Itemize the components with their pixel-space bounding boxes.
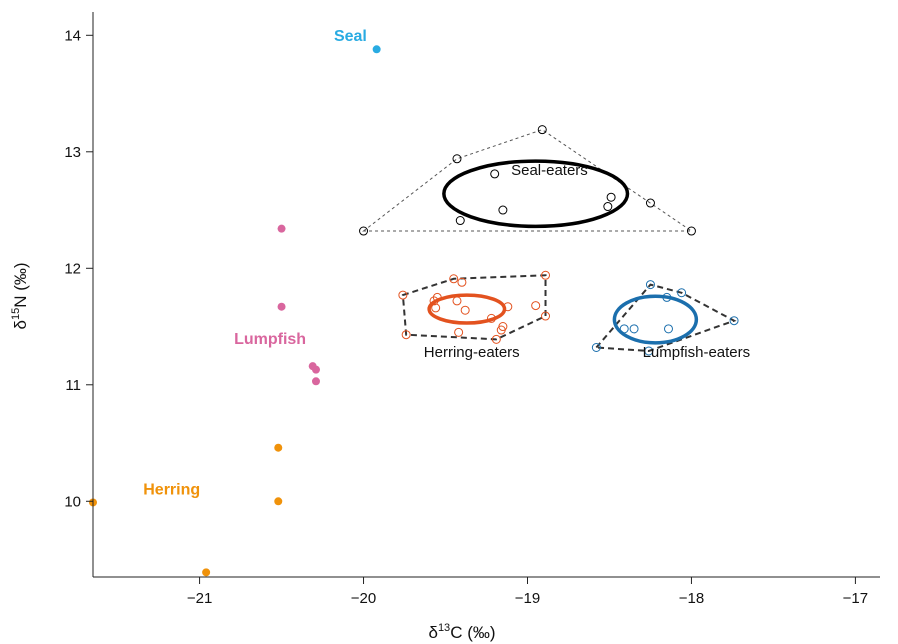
herring-eaterspoint (401, 330, 411, 340)
seal-eaterspoint (490, 169, 500, 179)
seal-eaterslabel: Seal-eaters (511, 162, 588, 179)
herring-point (202, 568, 211, 577)
herring-point (274, 443, 283, 452)
herring-eaterspoint (398, 290, 408, 300)
labels: Seal-eaters Herring-eaters Lumpfish-eaters… (143, 28, 750, 498)
y-axis-label-main: N (‰) (11, 262, 30, 307)
seal-eaterspoint (452, 154, 462, 164)
y-tick-label: 14 (64, 27, 81, 44)
seal-eaterspoint (455, 216, 465, 226)
y-axis-label-superscript: 15 (10, 308, 22, 320)
lumpfish-point (277, 224, 286, 233)
herring-point (274, 497, 283, 506)
y-tick-label: 11 (65, 377, 81, 394)
lumpfish-eaterspoint (644, 346, 654, 356)
herring-eaterspoint (498, 322, 508, 332)
lumpfish-eaterspoint (645, 280, 655, 290)
seal-eaterspoint (359, 226, 369, 236)
x-tick-label: −20 (351, 590, 376, 607)
herring-eaterslabel: Herring-eaters (424, 344, 520, 361)
lumpfish-eaterspoint (619, 324, 629, 334)
seal-eatersellipse (442, 159, 630, 229)
x-tick-label: −19 (515, 590, 540, 607)
herring-eaterspoint (452, 296, 462, 306)
lumpfish-eatershull (594, 283, 737, 353)
x-axis-label-prefix: δ (428, 623, 437, 642)
herring-eaterspoint (531, 301, 541, 311)
lumpfish-eatersellipse (612, 294, 699, 345)
convex-hulls (362, 129, 737, 353)
herring-eaterspoint (432, 292, 442, 302)
seal-eatershull (362, 129, 694, 232)
x-tick-label: −17 (843, 590, 868, 607)
seal-eaterspoint (606, 192, 616, 202)
y-axis-label-prefix: δ (11, 320, 30, 329)
y-tick-label: 10 (64, 493, 81, 510)
lumpfish-eaterspoint (663, 324, 673, 334)
ellipses (427, 159, 699, 345)
herring-eaterspoint (460, 305, 470, 315)
lumpfish-eaterspoint (591, 343, 601, 353)
x-tick-label: −21 (187, 590, 212, 607)
lumpfish-eaterspoint (629, 324, 639, 334)
x-axis-label-main: C (‰) (450, 623, 495, 642)
lumpfish-label: Lumpfish (234, 331, 306, 348)
seal-point (372, 45, 381, 54)
axes: −21 −20 −19 −18 −17 10 11 12 13 14 (64, 12, 880, 607)
lumpfish-point (311, 377, 320, 386)
herring-eaterspoint (486, 313, 496, 323)
herring-eaterspoint (541, 270, 551, 280)
herring-label: Herring (143, 481, 200, 498)
lumpfish-eaterspoint (677, 288, 687, 298)
herring-eaterspoint (491, 334, 501, 344)
herring-eaterspoint (449, 274, 459, 284)
x-tick-label: −18 (679, 590, 704, 607)
lumpfish-eaterslabel: Lumpfish-eaters (643, 344, 751, 361)
herring-eaterspoint (503, 302, 513, 312)
lumpfish-eaterspoint (662, 292, 672, 302)
herring-eaterspoint (457, 277, 467, 287)
seal-eaterspoint (645, 198, 655, 208)
seal-eaterspoint (603, 202, 613, 212)
herring-eaterspoint (454, 327, 464, 337)
herring-eatershull (401, 274, 547, 341)
x-axis-label: δ13C (‰) (428, 622, 495, 642)
data-points (89, 45, 739, 577)
lumpfish-point (277, 302, 286, 311)
y-axis-label: δ15N (‰) (10, 262, 30, 329)
herring-eaterspoint (431, 303, 441, 313)
seal-eaterspoint (686, 226, 696, 236)
lumpfish-eaterspoint (729, 316, 739, 326)
x-axis-label-superscript: 13 (438, 622, 450, 634)
herring-eaterspoint (541, 311, 551, 321)
seal-eaterspoint (537, 125, 547, 135)
y-tick-label: 13 (64, 144, 81, 161)
y-tick-label: 12 (64, 260, 81, 277)
lumpfish-point (311, 365, 320, 374)
seal-eaterspoint (498, 205, 508, 215)
seal-label: Seal (334, 28, 367, 45)
